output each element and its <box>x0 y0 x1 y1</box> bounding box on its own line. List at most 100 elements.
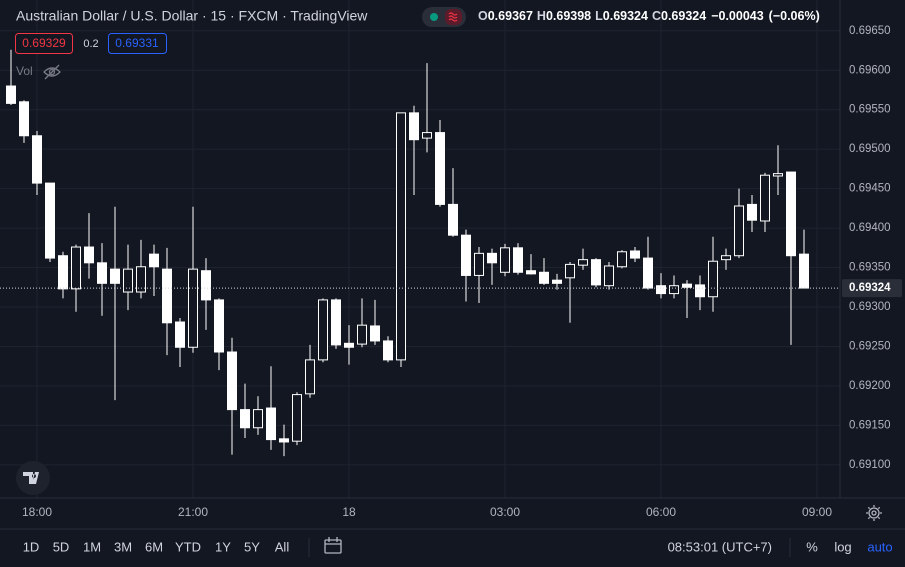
candle-body <box>266 407 276 441</box>
x-tick-label: 03:00 <box>490 505 520 519</box>
candle-body <box>227 351 237 411</box>
ohlc-value: 0.69324 <box>661 9 706 23</box>
buy-box[interactable] <box>108 33 167 54</box>
candle-body <box>188 268 198 348</box>
eye-slash <box>44 64 60 80</box>
range-button[interactable]: 1M <box>83 539 101 554</box>
candle-body <box>84 246 94 264</box>
y-tick-label: 0.69350 <box>849 262 891 274</box>
range-button[interactable]: 1D <box>23 539 40 554</box>
candle-body <box>71 246 81 290</box>
candle-body <box>344 342 354 348</box>
spread: 0.2 <box>83 38 98 50</box>
scale-button[interactable]: % <box>806 539 818 554</box>
sell-price[interactable]: 0.69329 <box>22 36 66 50</box>
x-tick-label: 21:00 <box>178 505 208 519</box>
y-tick-label: 0.69150 <box>849 419 891 431</box>
candle-body <box>773 173 783 177</box>
candle-body <box>695 284 705 298</box>
calendar-lines <box>325 537 341 545</box>
candle-body <box>526 270 536 275</box>
volume-label: Vol <box>16 64 33 78</box>
visibility-toggle[interactable] <box>422 7 466 27</box>
range-button[interactable]: 6M <box>145 539 163 554</box>
candle-body <box>721 255 731 261</box>
symbol-title: Australian Dollar / U.S. Dollar · 15 · F… <box>16 8 368 24</box>
candle-body <box>565 263 575 279</box>
x-tick-label: 18:00 <box>22 505 52 519</box>
axes: 0.69100 0.69150 0.69200 0.69250 0.69300 0.693… <box>22 25 902 519</box>
ohlc-key: H <box>537 9 546 23</box>
candle-body <box>435 132 445 205</box>
ohlc-value: 0.69398 <box>546 9 591 23</box>
candle-body <box>201 270 211 301</box>
sell-box[interactable] <box>15 33 73 54</box>
range-button[interactable]: 5D <box>53 539 70 554</box>
candle-body <box>357 324 367 345</box>
y-tick-label: 0.69200 <box>849 380 891 392</box>
candle-body <box>305 359 315 395</box>
candle-body <box>45 182 55 259</box>
range-button[interactable]: All <box>275 539 290 554</box>
ohlc-key: C <box>652 9 661 23</box>
change-value: −0.00043 <box>711 9 764 23</box>
candle-body <box>58 255 68 290</box>
candle-body <box>461 234 471 276</box>
candle-body <box>786 171 796 257</box>
candle-body <box>578 259 588 266</box>
toggle-dot <box>430 13 438 21</box>
candle-body <box>370 325 380 342</box>
candle-body <box>253 409 263 429</box>
scale-button[interactable]: log <box>834 539 851 554</box>
tv-logo[interactable] <box>16 461 50 495</box>
candle-body <box>19 101 29 137</box>
eye-pupil <box>48 68 56 76</box>
scale-button[interactable]: auto <box>867 539 892 554</box>
x-tick-label: 09:00 <box>802 505 832 519</box>
ohlc-key: O <box>478 9 488 23</box>
candle-body <box>162 268 172 324</box>
ohlc-legend: O0.69367 H0.69398 L0.69324 C0.69324 −0.00043… <box>478 9 820 23</box>
candle-body <box>474 252 484 276</box>
y-tick-label: 0.69400 <box>849 222 891 234</box>
compare-range-button[interactable] <box>324 537 342 554</box>
y-tick-label: 0.69550 <box>849 104 891 116</box>
range-button[interactable]: 1Y <box>215 539 231 554</box>
candle-body <box>292 394 302 442</box>
y-tick-label: 0.69250 <box>849 341 891 353</box>
candle-body <box>136 266 146 293</box>
candle-body <box>448 203 458 236</box>
gear-teeth <box>866 505 882 521</box>
clock: 08:53:01 (UTC+7) <box>668 539 772 554</box>
logo-mark <box>23 472 39 484</box>
candle-body <box>513 247 523 273</box>
ohlc-value: 0.69367 <box>488 9 533 23</box>
candle-body <box>617 251 627 268</box>
buy-price[interactable]: 0.69331 <box>115 36 159 50</box>
candle-body <box>6 85 16 104</box>
settings-button[interactable] <box>866 505 882 521</box>
y-tick-label: 0.69300 <box>849 301 891 313</box>
candle-body <box>487 252 497 264</box>
candle-body <box>383 340 393 361</box>
plot <box>0 49 840 457</box>
y-tick-label: 0.69500 <box>849 143 891 155</box>
bottom-toolbar: 1D 5D 1M 3M 6M YTD 1Y 5Y All 08:53:01 (UTC+7)% log… <box>23 539 893 554</box>
candle-body <box>396 112 406 361</box>
candle-body <box>97 262 107 284</box>
change-percent: (−0.06%) <box>769 9 820 23</box>
calendar <box>324 539 342 554</box>
candle-body <box>32 135 42 184</box>
toggle-icon <box>448 12 458 22</box>
range-button[interactable]: 5Y <box>244 539 260 554</box>
candle-body <box>409 112 419 141</box>
volume-hidden-icon[interactable] <box>43 64 61 80</box>
range-button[interactable]: 3M <box>114 539 132 554</box>
candle-body <box>331 299 341 346</box>
candle-body <box>175 321 185 348</box>
x-tick-label: 18 <box>342 505 356 519</box>
gear-ring <box>868 507 880 519</box>
range-button[interactable]: YTD <box>175 539 201 554</box>
